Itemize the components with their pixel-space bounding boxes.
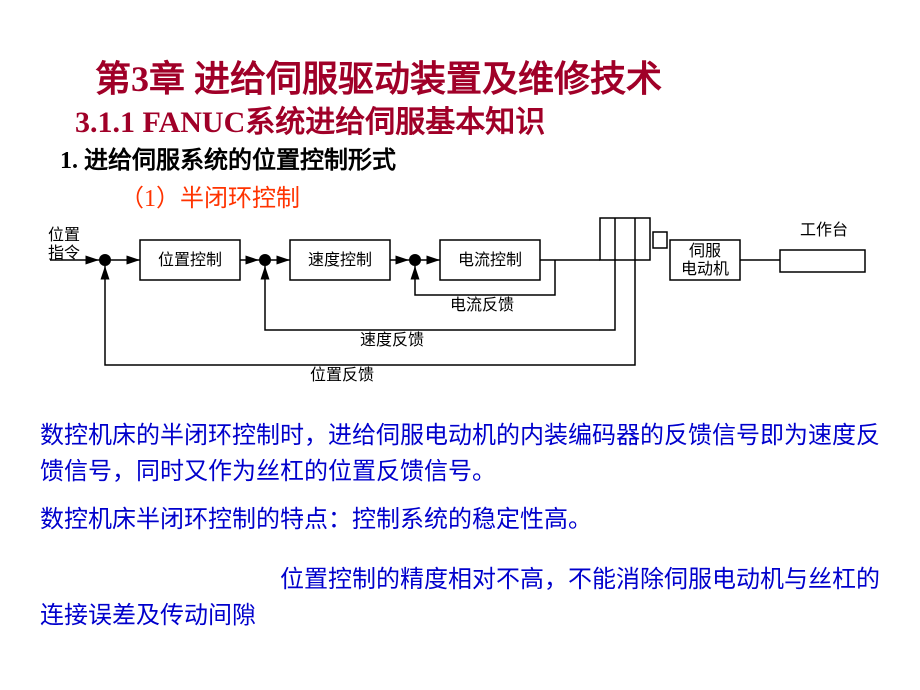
- svg-text:电动机: 电动机: [681, 260, 729, 278]
- svg-text:位置: 位置: [48, 226, 80, 244]
- diagram-type-label: （1）半闭环控制: [120, 178, 300, 213]
- body-paragraph-3: 位置控制的精度相对不高，不能消除伺服电动机与丝杠的连接误差及传动间隙: [40, 562, 880, 634]
- svg-text:位置反馈: 位置反馈: [310, 366, 374, 384]
- control-loop-diagram: 位置指令位置控制速度控制电流控制伺服电动机工作台电流反馈速度反馈位置反馈: [30, 210, 900, 400]
- svg-text:伺服: 伺服: [689, 242, 721, 260]
- body-paragraph-1: 数控机床的半闭环控制时，进给伺服电动机的内装编码器的反馈信号即为速度反馈信号，同…: [40, 418, 880, 490]
- svg-text:位置控制: 位置控制: [158, 251, 222, 269]
- svg-text:电流控制: 电流控制: [458, 251, 522, 269]
- section-title: 3.1.1 FANUC系统进给伺服基本知识: [75, 97, 545, 141]
- svg-text:电流反馈: 电流反馈: [450, 296, 514, 314]
- svg-text:速度反馈: 速度反馈: [360, 331, 424, 349]
- chapter-title: 第3章 进给伺服驱动装置及维修技术: [95, 50, 662, 102]
- subsection-title: 1. 进给伺服系统的位置控制形式: [60, 140, 396, 175]
- svg-text:速度控制: 速度控制: [308, 251, 372, 269]
- svg-text:工作台: 工作台: [800, 221, 848, 239]
- body-paragraph-2: 数控机床半闭环控制的特点：控制系统的稳定性高。: [40, 502, 880, 538]
